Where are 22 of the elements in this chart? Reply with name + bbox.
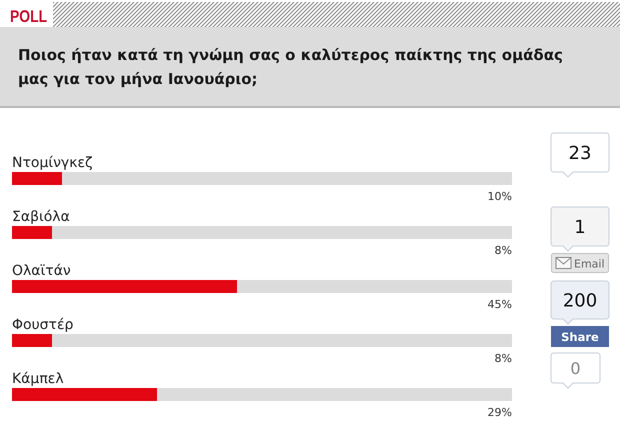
- bar: [12, 334, 52, 347]
- data-label: 10%: [488, 190, 512, 203]
- data-label: 29%: [488, 406, 512, 419]
- y-tick-label: Ντομίνγκεζ: [12, 155, 93, 171]
- text: 23: [568, 142, 592, 164]
- y-tick-label: Ολαϊτάν: [12, 263, 71, 279]
- text: 0: [570, 358, 581, 378]
- bar: [12, 226, 52, 239]
- text: Email: [574, 258, 605, 270]
- y-tick-label: Φουστέρ: [12, 317, 74, 333]
- data-label: 8%: [494, 244, 512, 257]
- data-label: 8%: [494, 352, 512, 365]
- text: 200: [562, 290, 598, 312]
- text: Share: [561, 330, 600, 344]
- y-tick-label: Κάμπελ: [12, 371, 64, 387]
- data-label: 45%: [488, 298, 512, 311]
- text: POLL: [10, 8, 48, 26]
- y-tick-label: Σαβιόλα: [12, 209, 70, 225]
- text: 1: [574, 216, 586, 238]
- bar: [12, 172, 62, 185]
- chart-title: Ποιος ήταν κατά τη γνώμη σας ο καλύτερος παίκτης της ομάδας μας για τον μήνα Ιανουάριο;: [18, 46, 563, 88]
- share-button[interactable]: [551, 326, 609, 347]
